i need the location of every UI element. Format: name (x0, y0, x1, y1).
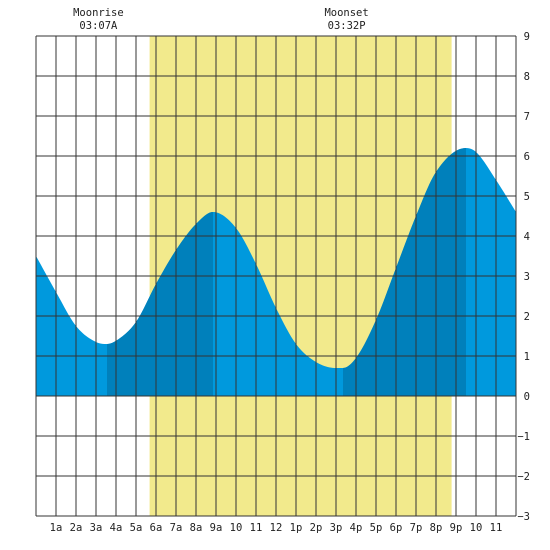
x-tick-label: 9a (210, 522, 223, 534)
annotation-label: Moonset (324, 7, 368, 19)
x-tick-label: 10 (230, 522, 243, 534)
x-tick-label: 5a (130, 522, 143, 534)
x-tick-label: 1p (290, 522, 303, 534)
y-tick-label: 5 (524, 191, 530, 203)
x-tick-label: 6a (150, 522, 163, 534)
y-tick-label: −2 (517, 471, 530, 483)
x-tick-label: 7a (170, 522, 183, 534)
x-tick-label: 4p (350, 522, 363, 534)
x-tick-label: 5p (370, 522, 383, 534)
y-tick-label: 1 (524, 351, 530, 363)
x-tick-label: 2p (310, 522, 323, 534)
y-tick-label: 2 (524, 311, 530, 323)
x-tick-label: 12 (270, 522, 283, 534)
y-tick-label: 3 (524, 271, 530, 283)
grid-layer (35, 35, 517, 517)
x-tick-label: 11 (490, 522, 503, 534)
x-tick-label: 9p (450, 522, 463, 534)
annotation-time: 03:07A (79, 20, 118, 32)
y-tick-label: 6 (524, 151, 530, 163)
x-tick-label: 1a (50, 522, 63, 534)
x-tick-label: 8a (190, 522, 203, 534)
tide-highlight-2 (343, 148, 466, 396)
x-tick-label: 10 (470, 522, 483, 534)
y-tick-labels: 9 8 7 6 5 4 3 2 1 0 −1 −2 −3 (517, 31, 530, 523)
y-tick-label: −3 (517, 511, 530, 523)
y-tick-label: 7 (524, 111, 530, 123)
x-tick-label: 7p (410, 522, 423, 534)
annotation-time: 03:32P (328, 20, 366, 32)
x-tick-labels: 1a 2a 3a 4a 5a 6a 7a 8a 9a 10 11 12 1p 2p 3p 4p 5p 6p 7p 8p… (50, 522, 503, 534)
annotation-label: Moonrise (73, 7, 124, 19)
x-tick-label: 11 (250, 522, 263, 534)
x-tick-label: 8p (430, 522, 443, 534)
y-tick-label: 0 (524, 391, 530, 403)
y-tick-label: −1 (517, 431, 530, 443)
y-tick-label: 8 (524, 71, 530, 83)
x-tick-label: 3p (330, 522, 343, 534)
x-tick-label: 2a (70, 522, 83, 534)
tide-highlight-1 (107, 212, 213, 396)
x-tick-label: 6p (390, 522, 403, 534)
x-tick-label: 4a (110, 522, 123, 534)
y-tick-label: 9 (524, 31, 530, 43)
y-tick-label: 4 (524, 231, 530, 243)
x-tick-label: 3a (90, 522, 103, 534)
